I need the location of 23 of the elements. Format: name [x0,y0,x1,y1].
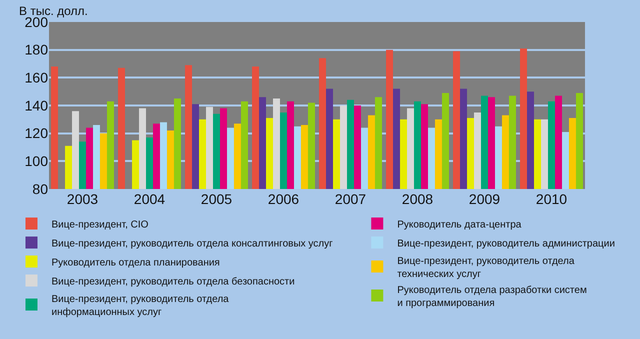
y-tick-label: 160 [24,70,48,86]
legend-label: Вице-президент, руководитель отдела технических услуг [397,256,575,280]
x-tick-label: 2003 [66,191,98,207]
legend-label: Вице-президент, руководитель отдела безопасности [51,276,295,288]
legend-label: Руководитель отдела планирования [51,257,220,268]
y-tick-label: 80 [32,180,48,197]
legend-label: Вице-президент, CIO [51,219,149,230]
x-tick-label: 2009 [468,191,500,207]
x-tick-label: 2005 [200,191,232,207]
legend-label: Руководитель дата-центра [397,219,522,230]
legend-label: Руководитель отдела разработки систем и программирования [397,284,587,309]
x-tick-label: 2004 [134,191,166,207]
legend-label: Вице-президент, руководитель отдела информационных услуг [51,294,230,318]
y-tick-label: 140 [24,97,48,114]
legend-label: Вице-президент, руководитель администрации [397,238,615,250]
legend-label: Вице-президент, руководитель отдела консалтинговых услуг [51,238,334,250]
x-tick-label: 2007 [334,191,366,207]
y-tick-label: 120 [24,125,48,142]
y-tick-label: 100 [24,153,48,170]
y-tick-label: 180 [24,42,48,58]
x-tick-label: 2006 [268,191,300,207]
x-tick-label: 2008 [402,191,434,207]
x-tick-label: 2010 [536,191,568,207]
